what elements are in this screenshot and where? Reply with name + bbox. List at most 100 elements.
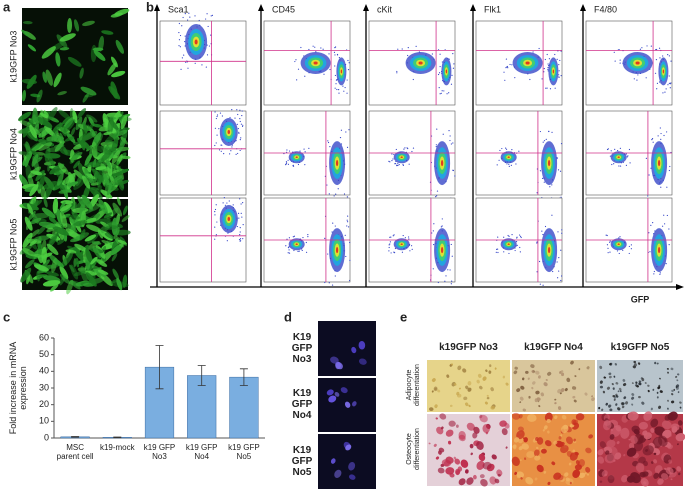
event bbox=[619, 59, 621, 61]
density bbox=[418, 61, 423, 65]
speckle bbox=[35, 170, 45, 182]
speckle bbox=[440, 426, 444, 430]
event bbox=[408, 238, 410, 240]
event bbox=[614, 60, 616, 62]
event bbox=[344, 86, 346, 89]
event bbox=[541, 177, 544, 179]
speckle bbox=[505, 382, 509, 386]
event bbox=[507, 234, 509, 237]
speckle bbox=[477, 373, 482, 378]
speckle bbox=[569, 481, 572, 485]
event bbox=[558, 64, 560, 66]
speckle bbox=[26, 220, 30, 231]
speckle bbox=[121, 215, 130, 222]
event bbox=[307, 236, 309, 238]
speckle bbox=[111, 150, 121, 164]
event bbox=[211, 14, 214, 16]
speckle bbox=[516, 388, 521, 393]
event bbox=[206, 54, 209, 56]
speckle bbox=[445, 467, 455, 475]
speckle bbox=[520, 385, 525, 390]
event bbox=[559, 59, 561, 62]
speckle bbox=[82, 93, 89, 103]
speckle bbox=[104, 225, 118, 230]
event bbox=[551, 214, 553, 216]
x-tick-label: k19-mock bbox=[99, 443, 135, 452]
speckle bbox=[24, 156, 30, 168]
speckle bbox=[104, 243, 115, 249]
event bbox=[450, 83, 453, 85]
speckle bbox=[98, 199, 108, 215]
event bbox=[561, 229, 563, 231]
event bbox=[239, 120, 241, 123]
event bbox=[307, 234, 309, 236]
density bbox=[507, 243, 510, 246]
event bbox=[389, 236, 391, 238]
speckle bbox=[334, 469, 342, 478]
speckle bbox=[439, 413, 447, 420]
speckle bbox=[80, 86, 97, 96]
speckle bbox=[52, 197, 59, 214]
speckle bbox=[458, 387, 461, 390]
event bbox=[205, 66, 207, 68]
event bbox=[539, 283, 541, 285]
speckle bbox=[664, 467, 667, 471]
speckle bbox=[572, 419, 579, 426]
speckle bbox=[601, 408, 604, 412]
speckle bbox=[612, 387, 615, 390]
speckle bbox=[340, 387, 348, 394]
event bbox=[659, 57, 661, 59]
speckle bbox=[611, 383, 614, 386]
speckle bbox=[502, 375, 506, 379]
speckle bbox=[666, 367, 669, 370]
event bbox=[349, 259, 351, 261]
speckle bbox=[104, 232, 116, 240]
speckle bbox=[113, 235, 125, 248]
event bbox=[403, 148, 405, 150]
event bbox=[436, 190, 439, 192]
event bbox=[333, 51, 336, 53]
event bbox=[178, 22, 180, 25]
event bbox=[297, 250, 299, 253]
event bbox=[433, 243, 435, 246]
speckle bbox=[631, 425, 640, 433]
speckle bbox=[54, 168, 63, 181]
speckle bbox=[37, 224, 47, 235]
speckle bbox=[546, 419, 551, 423]
event bbox=[393, 252, 396, 254]
event bbox=[545, 138, 547, 140]
speckle bbox=[473, 426, 480, 434]
speckle bbox=[59, 265, 69, 280]
event bbox=[231, 146, 233, 148]
event bbox=[560, 143, 563, 145]
speckle bbox=[431, 390, 434, 393]
speckle bbox=[431, 378, 436, 382]
event bbox=[296, 79, 298, 81]
event bbox=[397, 164, 399, 166]
speckle bbox=[530, 364, 535, 369]
speckle bbox=[46, 271, 59, 277]
speckle bbox=[637, 362, 641, 365]
event bbox=[542, 233, 544, 236]
speckle bbox=[358, 340, 366, 350]
event bbox=[292, 164, 294, 166]
error-bar bbox=[155, 345, 164, 390]
event bbox=[438, 87, 440, 89]
speckle bbox=[63, 146, 68, 156]
speckle bbox=[559, 392, 562, 395]
speckle bbox=[623, 454, 626, 457]
event bbox=[392, 235, 394, 237]
event bbox=[509, 63, 511, 66]
speckle bbox=[644, 381, 647, 384]
speckle bbox=[463, 396, 468, 401]
density bbox=[445, 69, 448, 74]
event bbox=[402, 234, 404, 237]
speckle bbox=[606, 386, 610, 390]
event bbox=[333, 195, 335, 197]
speckle bbox=[617, 390, 620, 393]
speckle bbox=[429, 407, 434, 412]
speckle bbox=[668, 459, 673, 464]
speckle bbox=[73, 258, 77, 268]
speckle bbox=[679, 401, 682, 404]
speckle bbox=[43, 197, 48, 208]
